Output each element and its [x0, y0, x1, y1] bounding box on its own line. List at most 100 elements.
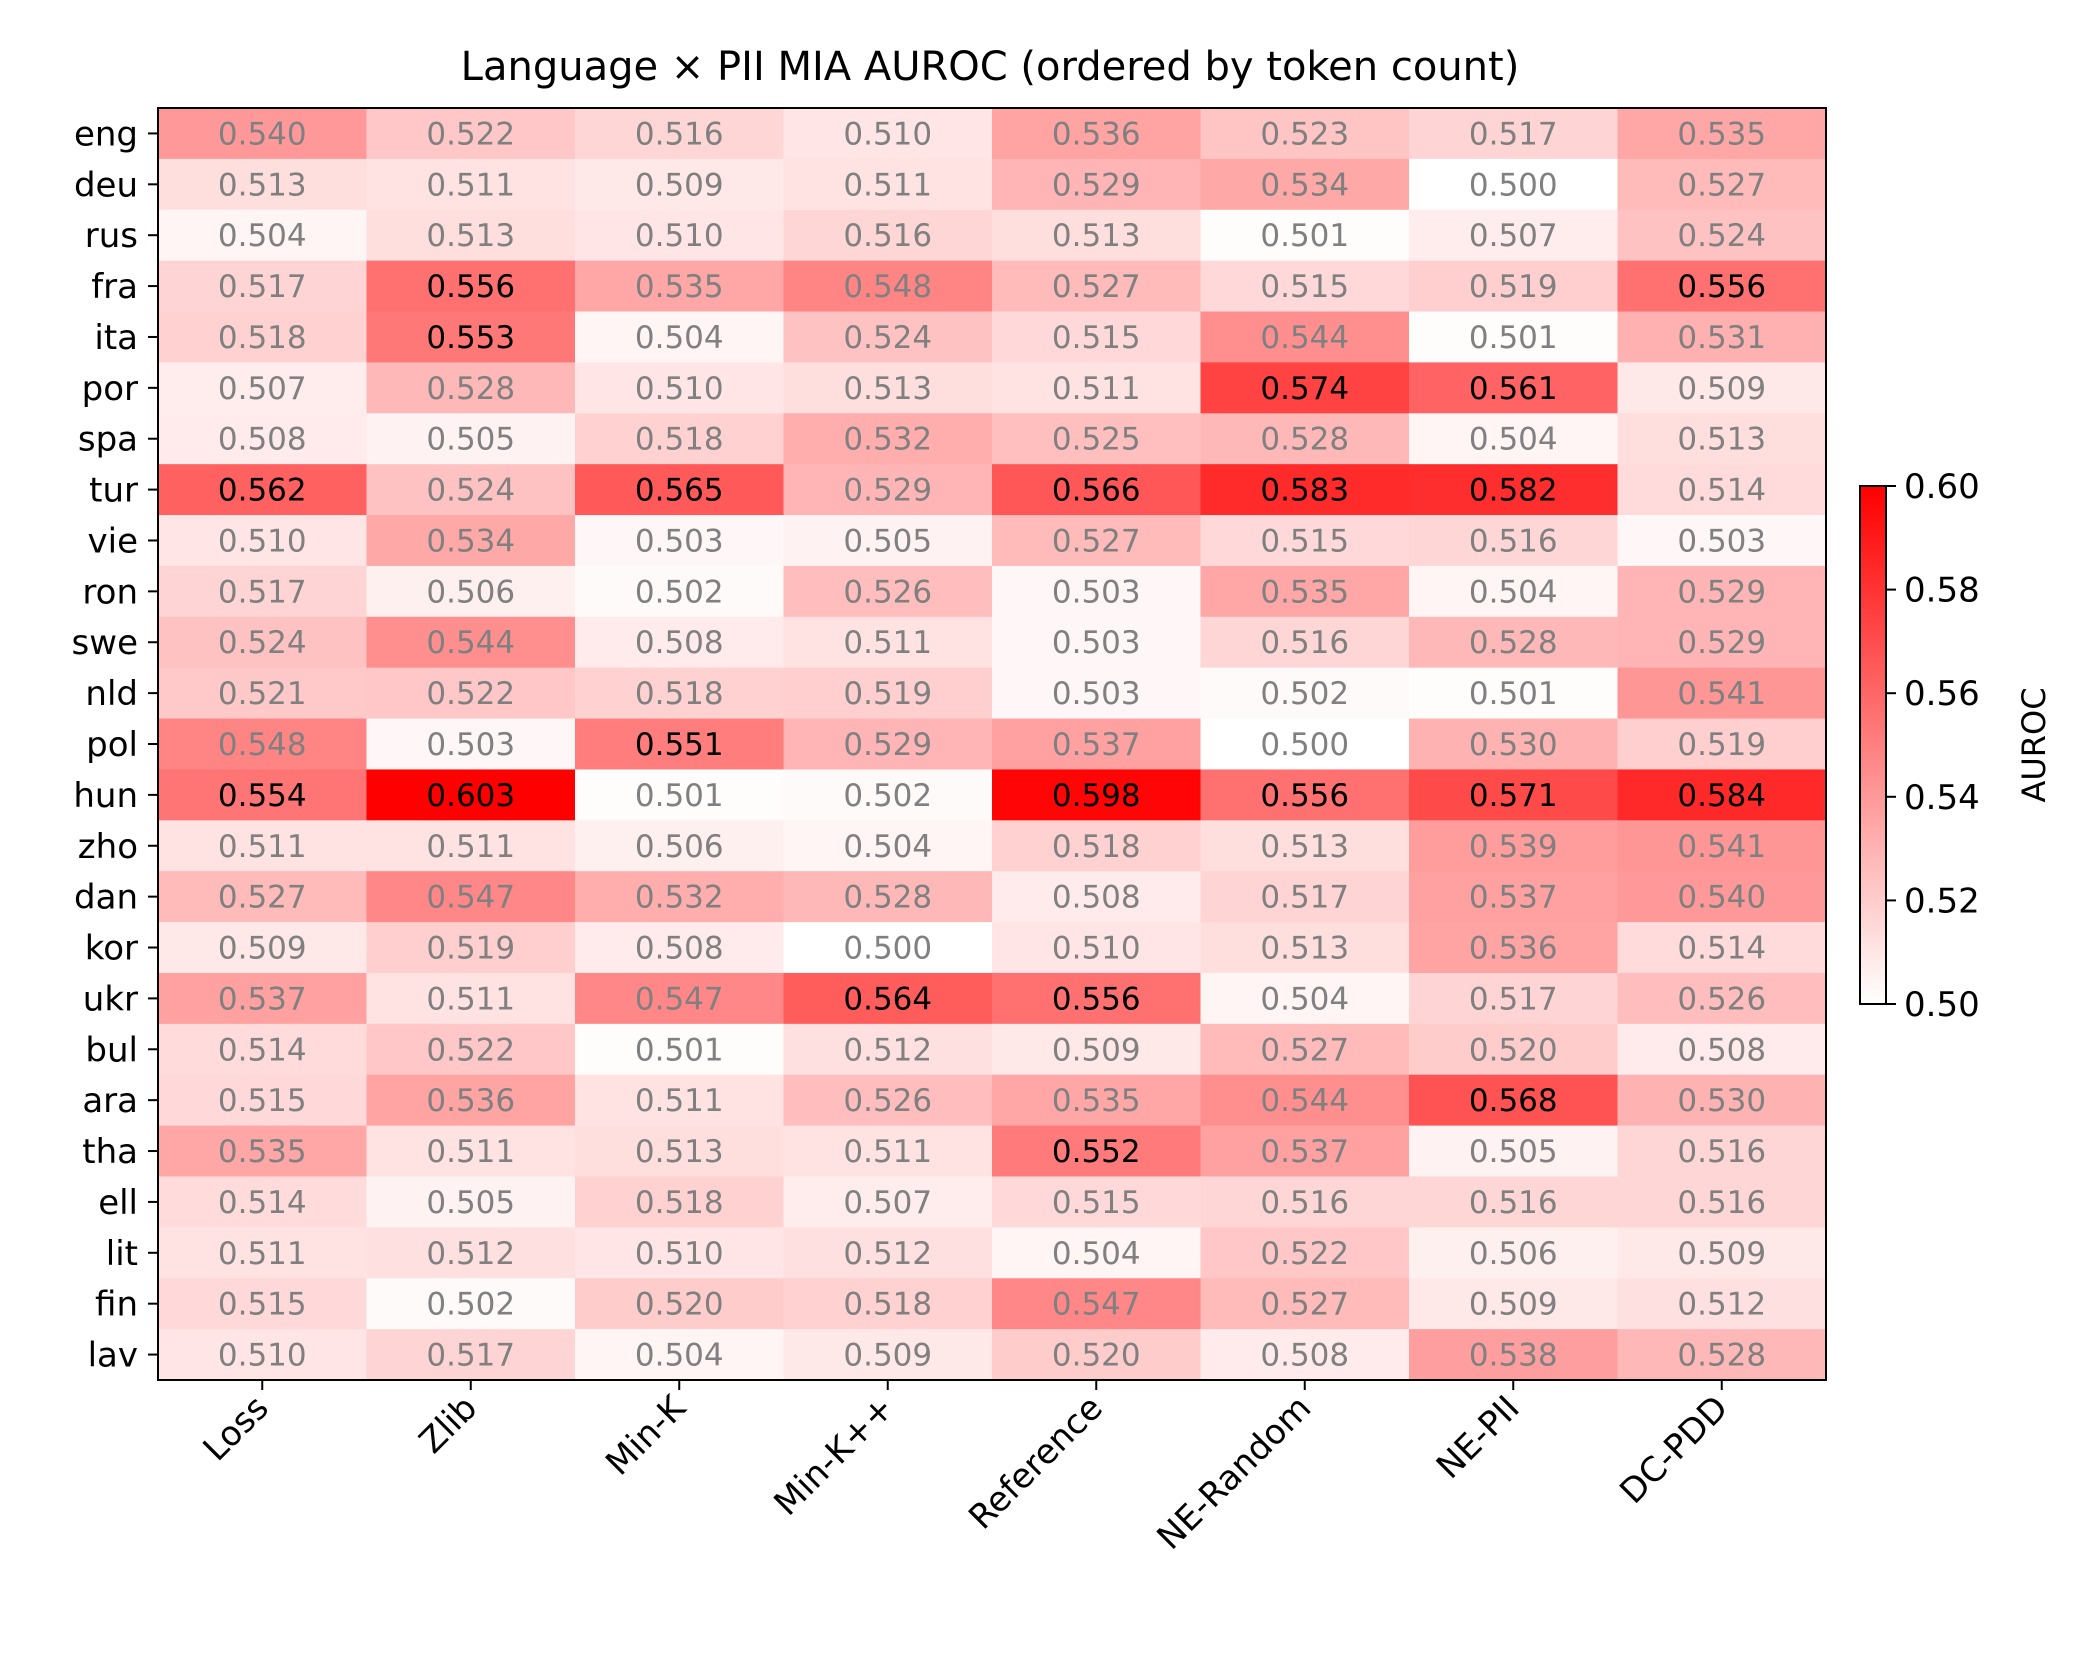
- cell-value-label: 0.538: [1469, 1338, 1558, 1374]
- cell-value-label: 0.535: [1260, 574, 1349, 610]
- cell-value-label: 0.507: [218, 371, 307, 407]
- heatmap-cell: [992, 413, 1202, 465]
- cell-value-label: 0.522: [426, 116, 515, 152]
- cell-value-label: 0.527: [1677, 167, 1766, 203]
- y-tick-label: ron: [82, 572, 138, 612]
- cell-value-label: 0.537: [1052, 727, 1141, 763]
- heatmap-cell: [158, 1023, 368, 1076]
- heatmap-cell: [1617, 820, 1827, 872]
- heatmap-cell: [1617, 1278, 1827, 1330]
- heatmap-cell: [158, 311, 368, 363]
- cell-value-label: 0.568: [1469, 1083, 1558, 1119]
- cell-value-label: 0.501: [1469, 320, 1558, 356]
- heatmap-cell: [575, 769, 785, 821]
- cell-value-label: 0.517: [1260, 880, 1349, 916]
- heatmap-cell: [1409, 464, 1619, 516]
- y-tick-label: spa: [78, 420, 138, 460]
- cell-value-label: 0.571: [1469, 778, 1558, 814]
- cell-value-label: 0.530: [1677, 1083, 1766, 1119]
- y-tick-label: ara: [82, 1081, 138, 1121]
- cell-value-label: 0.541: [1677, 829, 1766, 865]
- heatmap-cell: [1200, 616, 1410, 669]
- heatmap-cell: [1409, 362, 1619, 414]
- heatmap-cell: [1200, 108, 1410, 160]
- x-tick-label: NE-PII: [1429, 1388, 1528, 1487]
- y-tick-label: bul: [85, 1030, 138, 1070]
- y-tick-label: lit: [106, 1234, 138, 1274]
- heatmap-cell: [158, 1125, 368, 1178]
- heatmap-cell: [1409, 1278, 1619, 1330]
- heatmap-cell: [575, 1023, 785, 1076]
- heatmap-cell: [366, 972, 576, 1025]
- colorbar-tick-label: 0.50: [1904, 985, 1980, 1025]
- cell-value-label: 0.511: [426, 829, 515, 865]
- y-tick-label: nld: [85, 674, 138, 714]
- cell-value-label: 0.522: [1260, 1236, 1349, 1272]
- heatmap-cell: [783, 1278, 993, 1330]
- heatmap-cell: [1200, 769, 1410, 821]
- cell-value-label: 0.561: [1469, 371, 1558, 407]
- cell-value-label: 0.551: [635, 727, 724, 763]
- cell-value-label: 0.536: [1469, 931, 1558, 967]
- cell-value-label: 0.513: [1260, 931, 1349, 967]
- cell-value-label: 0.511: [635, 1083, 724, 1119]
- heatmap-cell: [1200, 1278, 1410, 1330]
- heatmap-cell: [992, 362, 1202, 414]
- heatmap-cell: [783, 108, 993, 160]
- heatmap-cell: [1409, 667, 1619, 720]
- heatmap-cell: [1617, 1227, 1827, 1279]
- heatmap-cell: [1200, 922, 1410, 974]
- heatmap-cell: [992, 1329, 1202, 1381]
- heatmap-cell: [992, 769, 1202, 821]
- heatmap-cell: [992, 565, 1202, 618]
- cell-value-label: 0.505: [1469, 1134, 1558, 1170]
- heatmap-cell: [366, 260, 576, 313]
- heatmap-cell: [575, 565, 785, 618]
- heatmap-cell: [783, 413, 993, 465]
- cell-value-label: 0.547: [1052, 1287, 1141, 1323]
- heatmap-cell: [575, 718, 785, 771]
- cell-value-label: 0.539: [1469, 829, 1558, 865]
- heatmap-cell: [158, 718, 368, 771]
- heatmap-cell-labels: 0.540 0.522 0.516 0.510 0.536 0.523 0.517 0.535…: [218, 116, 1766, 1373]
- heatmap-cell: [992, 820, 1202, 872]
- cell-value-label: 0.531: [1677, 320, 1766, 356]
- heatmap-cell: [1617, 464, 1827, 516]
- cell-value-label: 0.511: [426, 167, 515, 203]
- cell-value-label: 0.537: [1469, 880, 1558, 916]
- x-tick-label: DC-PDD: [1612, 1388, 1736, 1512]
- x-tick-label: Reference: [961, 1388, 1110, 1537]
- cell-value-label: 0.513: [1260, 829, 1349, 865]
- cell-value-label: 0.501: [1469, 676, 1558, 712]
- cell-value-label: 0.517: [218, 269, 307, 305]
- cell-value-label: 0.504: [1052, 1236, 1141, 1272]
- cell-value-label: 0.512: [426, 1236, 515, 1272]
- cell-value-label: 0.501: [635, 778, 724, 814]
- heatmap-cell: [1409, 1329, 1619, 1381]
- heatmap-cell: [1617, 1125, 1827, 1178]
- cell-value-label: 0.544: [1260, 320, 1349, 356]
- cell-value-label: 0.500: [843, 931, 932, 967]
- heatmap-cell: [992, 108, 1202, 160]
- heatmap-cell: [1409, 820, 1619, 872]
- heatmap-cell: [1409, 616, 1619, 669]
- cell-value-label: 0.535: [218, 1134, 307, 1170]
- heatmap-cell: [366, 515, 576, 567]
- heatmap-cell: [1409, 158, 1619, 211]
- heatmap-cell: [783, 1329, 993, 1381]
- cell-value-label: 0.504: [635, 320, 724, 356]
- y-tick-label: rus: [85, 216, 138, 256]
- heatmap-cell: [992, 158, 1202, 211]
- heatmap-cell: [366, 922, 576, 974]
- heatmap-cell: [158, 820, 368, 872]
- cell-value-label: 0.509: [843, 1338, 932, 1374]
- cell-value-label: 0.504: [1469, 422, 1558, 458]
- heatmap-cell: [1409, 565, 1619, 618]
- x-axis: Loss Zlib Min-K Min-K++ Reference NE-Random NE…: [196, 1380, 1736, 1558]
- y-tick-label: zho: [78, 827, 138, 867]
- cell-value-label: 0.553: [426, 320, 515, 356]
- x-tick-label: Min-K: [598, 1387, 695, 1484]
- heatmap-cell: [366, 413, 576, 465]
- heatmap-cell: [992, 209, 1202, 262]
- heatmap-cell: [575, 972, 785, 1025]
